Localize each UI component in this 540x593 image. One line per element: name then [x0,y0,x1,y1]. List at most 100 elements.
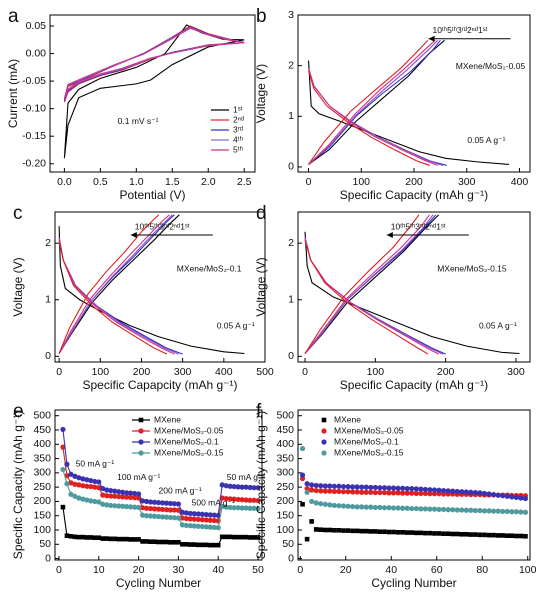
y-tick-label: 450 [276,424,294,436]
marker [207,512,213,518]
legend-label: MXene [154,414,181,424]
marker [495,508,501,514]
marker [454,507,460,513]
y-tick-label: 2 [288,59,294,71]
panel: e0 10 20 30 40 500501001502002503003504004505… [11,401,265,590]
marker [231,496,237,502]
marker [350,528,355,534]
marker [368,504,374,510]
plot-area [63,24,245,159]
marker [481,490,488,497]
marker [477,490,483,496]
x-tick-label: 40 [212,564,224,576]
marker [386,505,392,511]
marker [363,528,369,534]
marker [132,537,137,542]
marker [223,495,229,502]
marker [191,516,197,522]
marker [468,489,474,495]
y-tick-label: 3 [288,9,294,21]
marker [219,503,225,510]
marker [349,503,356,510]
x-tick-label: 80 [476,564,488,576]
marker [135,504,142,511]
plot-area [304,214,520,355]
marker [300,501,305,507]
annotation: 0.05 A g⁻¹ [217,320,255,330]
marker [112,488,118,494]
marker [486,532,492,538]
marker [116,503,122,509]
marker [345,528,351,533]
marker [191,511,197,517]
marker [482,532,487,538]
marker [409,485,415,492]
marker [108,493,114,499]
marker [354,489,360,495]
panel-letter: a [8,6,19,27]
marker [454,488,460,495]
marker [155,499,162,506]
marker [179,522,185,528]
marker [159,514,166,520]
panel-letter: b [256,6,267,27]
marker [349,489,356,495]
marker [152,539,157,545]
annotation: 10ᵗʰ5ᵗʰ3ʳᵈ2ⁿᵈ1ˢᵗ [135,221,190,231]
marker [513,509,519,515]
marker [322,483,328,489]
marker [359,484,365,490]
marker [239,534,245,540]
y-tick-label: 250 [33,481,51,493]
marker [522,509,529,515]
marker [504,508,510,515]
marker [363,489,369,495]
legend-label: MXene/MoS₂-0.15 [154,447,224,457]
marker [239,484,245,490]
y-tick-label: 200 [33,495,51,507]
plot-frame [297,211,531,363]
marker [368,489,374,495]
marker [340,489,347,495]
marker [518,509,524,515]
legend-marker [321,417,327,423]
marker [372,489,378,496]
marker [100,536,106,541]
marker [203,542,209,548]
marker [191,523,197,529]
y-tick-label: -0.15 [22,130,46,142]
x-tick-label: 0 [56,564,62,576]
marker [255,485,261,491]
marker [445,488,451,494]
x-tick-label: 300 [507,366,525,378]
marker [128,504,134,510]
marker [327,527,333,533]
marker [454,531,460,537]
y-tick-label: 300 [33,467,51,479]
marker [309,482,315,488]
marker [116,489,122,495]
marker [164,539,169,545]
y-tick-label: 150 [33,509,51,521]
annotation: 0.05 A g⁻¹ [467,135,505,145]
plot-area [58,214,245,355]
marker [468,507,474,513]
marker [172,539,177,545]
marker [88,535,94,540]
marker [509,533,515,539]
marker [96,485,102,491]
marker [112,493,118,499]
marker [513,494,519,501]
marker [327,488,333,494]
marker [179,509,185,515]
marker [247,484,253,491]
marker [120,494,126,500]
marker [203,517,209,523]
y-tick-label: 450 [33,424,51,436]
marker [309,487,315,493]
series-line [58,214,175,355]
marker [390,490,397,496]
marker [124,490,130,496]
series-line [58,214,168,355]
